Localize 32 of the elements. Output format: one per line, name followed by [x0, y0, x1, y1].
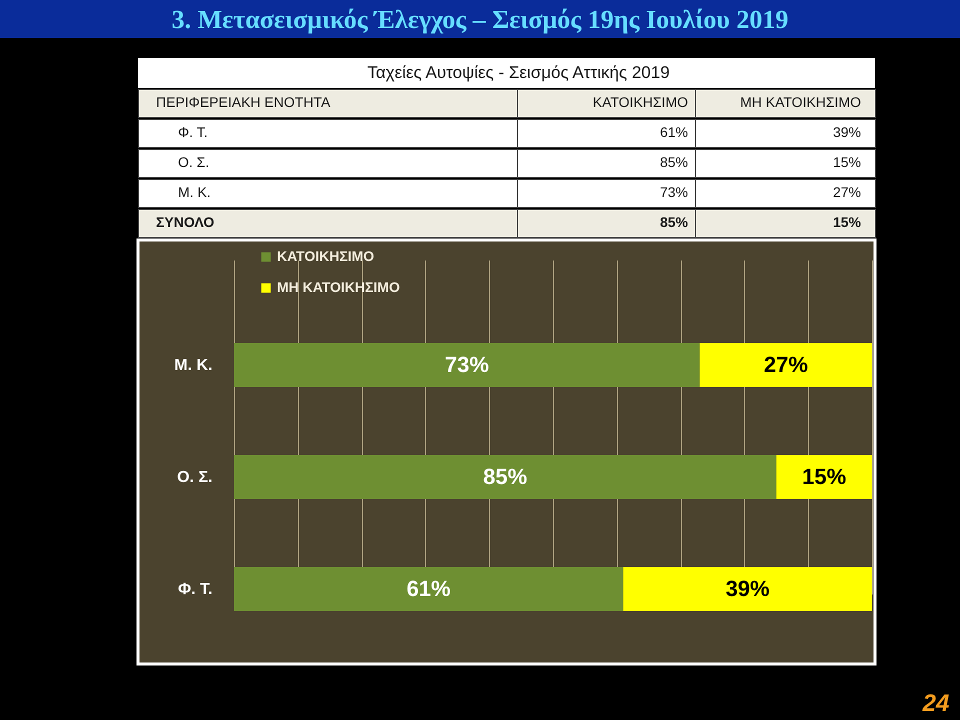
- data-label: 73%: [444, 352, 489, 378]
- text: 15%: [832, 214, 862, 230]
- text: 61%: [660, 124, 688, 140]
- text: ΚΑΤΟΙΚΗΣΙΜΟ: [592, 94, 688, 110]
- data-label: 27%: [764, 352, 808, 378]
- data-label: 85%: [483, 464, 528, 489]
- legend-label: ΜΗ ΚΑΤΟΙΚΗΣΙΜΟ: [277, 279, 400, 295]
- text: ΠΕΡΙΦΕΡΕΙΑΚΗ ΕΝΟΤΗΤΑ: [156, 94, 331, 110]
- legend-label: ΚΑΤΟΙΚΗΣΙΜΟ: [277, 248, 374, 264]
- bar: [623, 566, 872, 611]
- text: ΣΥΝΟΛΟ: [156, 214, 214, 230]
- data-label: 39%: [726, 576, 770, 601]
- chart-title: 3. Μετασεισμικός Έλεγχος – Σεισμός 19ης Ιουλίου 2019: [172, 5, 788, 34]
- text: 15%: [832, 154, 861, 170]
- text: 39%: [832, 124, 861, 140]
- y-tick-label: Φ. Τ.: [178, 580, 212, 598]
- bar: [700, 343, 872, 388]
- y-tick-label: Μ. Κ.: [174, 357, 212, 374]
- text: 73%: [660, 184, 688, 200]
- data-label: 15%: [802, 464, 846, 489]
- text: 85%: [660, 214, 689, 230]
- bar: [776, 455, 872, 499]
- text: ΜΗ ΚΑΤΟΙΚΗΣΙΜΟ: [740, 94, 862, 110]
- bar: [234, 566, 624, 611]
- text: 85%: [660, 154, 688, 170]
- bar: [234, 343, 700, 388]
- chart-subtitle: Ταχείες Αυτοψίες - Σεισμός Αττικής 2019: [367, 63, 670, 82]
- data-label: 61%: [406, 576, 451, 601]
- text: 24: [922, 690, 950, 717]
- text: 27%: [832, 184, 861, 200]
- bar: [234, 455, 776, 499]
- y-tick-label: Ο. Σ.: [177, 469, 212, 486]
